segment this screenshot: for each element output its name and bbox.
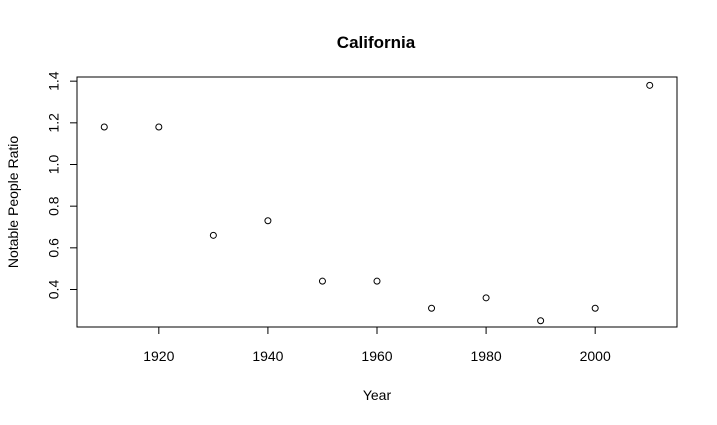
x-axis: 1920 1940 1960 1980 2000 [143,326,611,364]
data-point [155,123,163,131]
plot-area-border [76,76,678,328]
y-tick-label: 1.2 [46,113,62,133]
data-point [318,277,326,285]
data-point [100,123,108,131]
data-point [537,317,545,325]
y-tick-label: 0.4 [46,280,62,300]
data-point [646,81,654,89]
y-tick-label: 1.0 [46,155,62,175]
data-point [209,231,217,239]
x-axis-label: Year [363,387,392,403]
data-point [428,304,436,312]
data-point [373,277,381,285]
x-tick-label: 1960 [361,348,392,364]
chart-title: California [337,33,416,52]
data-point [591,304,599,312]
x-tick-label: 1980 [471,348,502,364]
data-points [100,81,654,325]
x-tick-label: 1940 [252,348,283,364]
y-tick-label: 0.6 [46,238,62,258]
x-tick-label: 1920 [143,348,174,364]
x-tick-label: 2000 [580,348,611,364]
data-point [482,294,490,302]
y-axis-label: Notable People Ratio [5,136,21,269]
y-tick-label: 1.4 [46,71,62,91]
y-axis: 0.4 0.6 0.8 1.0 1.2 1.4 [46,71,78,300]
data-point [264,217,272,225]
y-tick-label: 0.8 [46,196,62,216]
